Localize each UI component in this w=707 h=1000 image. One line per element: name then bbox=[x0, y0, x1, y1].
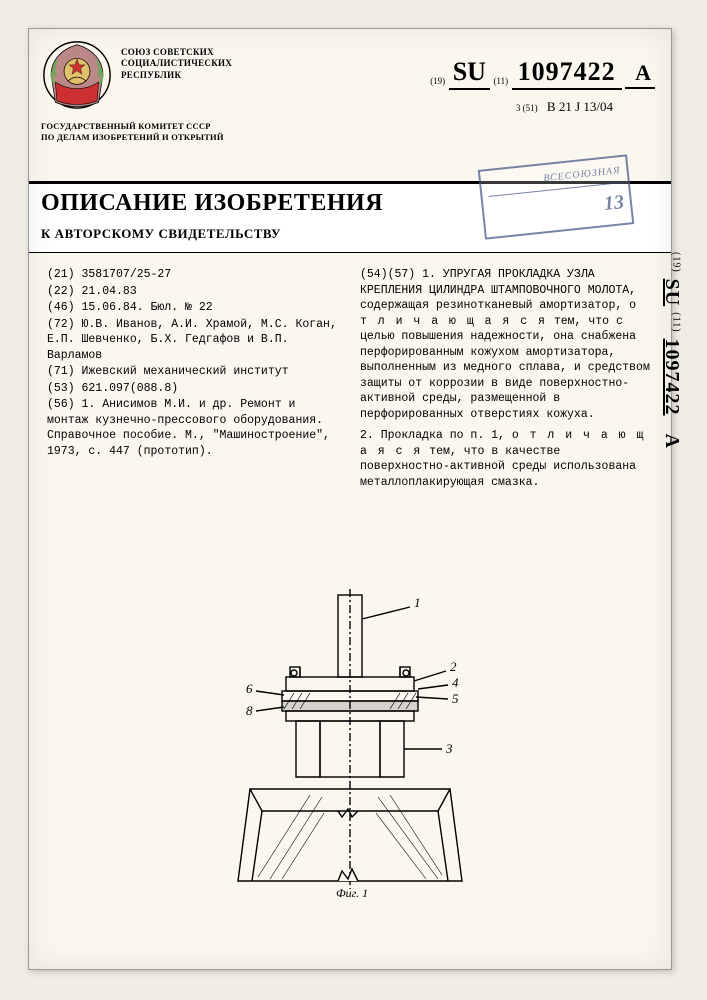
right-column: (54)(57) 1. УПРУГАЯ ПРОКЛАДКА УЗЛА КРЕПЛ… bbox=[350, 267, 653, 490]
field-56: (56) 1. Анисимов М.И. и др. Ремонт и мон… bbox=[47, 397, 340, 459]
library-stamp: ВСЕСОЮЗНАЯ 13 bbox=[478, 154, 634, 239]
ipc-label: 3 (51) bbox=[516, 103, 538, 113]
inid-11: (11) bbox=[493, 76, 508, 86]
stamp-text: ВСЕСОЮЗНАЯ bbox=[487, 165, 621, 190]
union-line: СОЦИАЛИСТИЧЕСКИХ bbox=[121, 58, 232, 69]
patent-number: 1097422 bbox=[512, 57, 622, 90]
union-title: СОЮЗ СОВЕТСКИХ СОЦИАЛИСТИЧЕСКИХ РЕСПУБЛИ… bbox=[121, 47, 232, 81]
field-22: (22) 21.04.83 bbox=[47, 284, 340, 300]
content-columns: (21) 3581707/25-27 (22) 21.04.83 (46) 15… bbox=[29, 253, 671, 490]
document-title: ОПИСАНИЕ ИЗОБРЕТЕНИЯ bbox=[41, 190, 383, 217]
figure-label: 6 bbox=[246, 681, 253, 696]
committee-title: ГОСУДАРСТВЕННЫЙ КОМИТЕТ СССР ПО ДЕЛАМ ИЗ… bbox=[41, 121, 224, 142]
figure-label: 4 bbox=[452, 675, 459, 690]
inid-19: (19) bbox=[430, 76, 445, 86]
field-72: (72) Ю.В. Иванов, А.И. Храмой, М.С. Кога… bbox=[47, 317, 340, 364]
patent-page: СОЮЗ СОВЕТСКИХ СОЦИАЛИСТИЧЕСКИХ РЕСПУБЛИ… bbox=[28, 28, 672, 970]
country-code: SU bbox=[449, 57, 490, 90]
field-53: (53) 621.097(088.8) bbox=[47, 381, 340, 397]
figure-label: 3 bbox=[445, 741, 453, 756]
claim2-head: 2. Прокладка по п. 1, bbox=[360, 429, 512, 442]
figure-drawing: 1 2 4 5 6 8 3 Фиг. 1 bbox=[190, 589, 510, 899]
spine-country: SU bbox=[661, 279, 683, 307]
title-row: ОПИСАНИЕ ИЗОБРЕТЕНИЯ К АВТОРСКОМУ СВИДЕТ… bbox=[29, 184, 671, 253]
spine-kind: A bbox=[661, 434, 683, 449]
ussr-emblem-icon bbox=[41, 39, 113, 111]
committee-line: ПО ДЕЛАМ ИЗОБРЕТЕНИЙ И ОТКРЫТИЙ bbox=[41, 132, 224, 143]
figure-label: 2 bbox=[450, 659, 457, 674]
committee-line: ГОСУДАРСТВЕННЫЙ КОМИТЕТ СССР bbox=[41, 121, 224, 132]
abstract-body: содержащая резинотканевый амортизатор, bbox=[360, 299, 629, 312]
spine-number: 1097422 bbox=[661, 339, 683, 416]
figure-label: 1 bbox=[414, 595, 421, 610]
union-line: СОЮЗ СОВЕТСКИХ bbox=[121, 47, 232, 58]
ipc-classification: 3 (51) B 21 J 13/04 bbox=[516, 99, 613, 115]
left-column: (21) 3581707/25-27 (22) 21.04.83 (46) 15… bbox=[47, 267, 350, 490]
stamp-number: 13 bbox=[489, 191, 625, 228]
spine-11: (11) bbox=[671, 312, 682, 332]
ipc-code: B 21 J 13/04 bbox=[547, 99, 613, 114]
figure-label: 8 bbox=[246, 703, 253, 718]
spine-label: (19) SU (11) 1097422 A bbox=[660, 252, 683, 449]
union-line: РЕСПУБЛИК bbox=[121, 70, 232, 81]
figure-label: 5 bbox=[452, 691, 459, 706]
kind-code: A bbox=[625, 60, 655, 89]
figure-caption: Фиг. 1 bbox=[336, 886, 368, 899]
publication-number: (19) SU (11) 1097422 A bbox=[430, 57, 655, 87]
field-46: (46) 15.06.84. Бюл. № 22 bbox=[47, 300, 340, 316]
field-71: (71) Ижевский механический институт bbox=[47, 364, 340, 380]
figure-area: 1 2 4 5 6 8 3 Фиг. 1 bbox=[29, 589, 671, 919]
spine-19: (19) bbox=[671, 252, 682, 273]
document-subtitle: К АВТОРСКОМУ СВИДЕТЕЛЬСТВУ bbox=[41, 226, 281, 242]
abstract-title: (54)(57) 1. УПРУГАЯ ПРОКЛАДКА УЗЛА КРЕПЛ… bbox=[360, 268, 636, 297]
field-21: (21) 3581707/25-27 bbox=[47, 267, 340, 283]
abstract-body: тем, что с целью повышения надежности, о… bbox=[360, 315, 650, 421]
